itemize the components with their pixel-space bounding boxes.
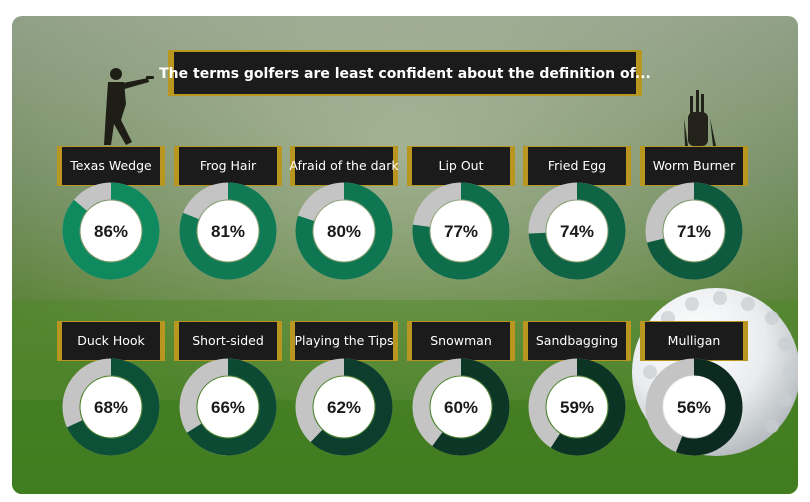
category-label: Duck Hook — [77, 333, 145, 348]
donut-center — [663, 376, 725, 438]
donut-value-arc — [645, 358, 743, 456]
category-label: Frog Hair — [200, 158, 257, 173]
donut-center — [197, 200, 259, 262]
label-box — [62, 322, 160, 360]
donut-cell: Frog Hair 81% — [174, 146, 282, 280]
donut-value-arc — [62, 182, 160, 280]
donut-cell: Fried Egg 74% — [523, 146, 631, 280]
value-label: 62% — [327, 398, 361, 417]
donut-cell: Short-sided 66% — [174, 321, 282, 456]
donut-center — [546, 200, 608, 262]
category-label: Sandbagging — [536, 333, 618, 348]
label-box — [528, 322, 626, 360]
donut-center — [80, 376, 142, 438]
donut-value-arc — [412, 182, 510, 280]
category-label: Mulligan — [668, 333, 721, 348]
value-label: 59% — [560, 398, 594, 417]
donut-value-arc — [179, 182, 277, 280]
donut-cell: Afraid of the dark 80% — [289, 146, 399, 280]
value-label: 71% — [677, 222, 711, 241]
donut-value-arc — [295, 358, 393, 456]
label-box — [62, 147, 160, 185]
donut-center — [80, 200, 142, 262]
category-label: Fried Egg — [548, 158, 606, 173]
label-box — [295, 147, 393, 185]
donut-cell: Sandbagging 59% — [523, 321, 631, 456]
value-label: 66% — [211, 398, 245, 417]
value-label: 60% — [444, 398, 478, 417]
value-label: 86% — [94, 222, 128, 241]
category-label: Afraid of the dark — [289, 158, 399, 173]
donut-center — [546, 376, 608, 438]
donut-center — [197, 376, 259, 438]
category-label: Snowman — [430, 333, 492, 348]
label-box — [645, 322, 743, 360]
donut-value-arc — [62, 358, 160, 456]
label-box — [179, 147, 277, 185]
donut-cell: Duck Hook 68% — [57, 321, 165, 456]
donut-value-arc — [179, 358, 277, 456]
golf-bag-icon — [684, 90, 716, 146]
category-label: Short-sided — [192, 333, 264, 348]
category-label: Worm Burner — [653, 158, 736, 173]
value-label: 80% — [327, 222, 361, 241]
value-label: 56% — [677, 398, 711, 417]
donut-value-arc — [412, 358, 510, 456]
golfer-silhouette-icon — [104, 68, 154, 145]
donut-value-arc — [528, 358, 626, 456]
chart-title-box: The terms golfers are least confident ab… — [159, 50, 651, 96]
donut-cell: Texas Wedge 86% — [57, 146, 165, 280]
value-label: 77% — [444, 222, 478, 241]
label-box — [645, 147, 743, 185]
value-label: 81% — [211, 222, 245, 241]
category-label: Playing the Tips — [294, 333, 393, 348]
label-box — [528, 147, 626, 185]
chart-title: The terms golfers are least confident ab… — [159, 66, 651, 82]
category-label: Lip Out — [438, 158, 483, 173]
donut-cell: Worm Burner 71% — [640, 146, 748, 280]
value-label: 68% — [94, 398, 128, 417]
donut-value-arc — [645, 182, 743, 280]
donut-center — [313, 200, 375, 262]
donut-center — [663, 200, 725, 262]
label-box — [412, 322, 510, 360]
donut-cell: Lip Out 77% — [407, 146, 515, 280]
donut-cell: Snowman 60% — [407, 321, 515, 456]
label-box — [412, 147, 510, 185]
donut-value-arc — [295, 182, 393, 280]
donut-cell: Mulligan 56% — [640, 321, 748, 456]
value-label: 74% — [560, 222, 594, 241]
category-label: Texas Wedge — [69, 158, 152, 173]
donut-center — [430, 376, 492, 438]
label-box — [179, 322, 277, 360]
donut-center — [430, 200, 492, 262]
donut-cell: Playing the Tips 62% — [290, 321, 398, 456]
label-box — [295, 322, 393, 360]
donut-center — [313, 376, 375, 438]
donut-value-arc — [528, 182, 626, 280]
